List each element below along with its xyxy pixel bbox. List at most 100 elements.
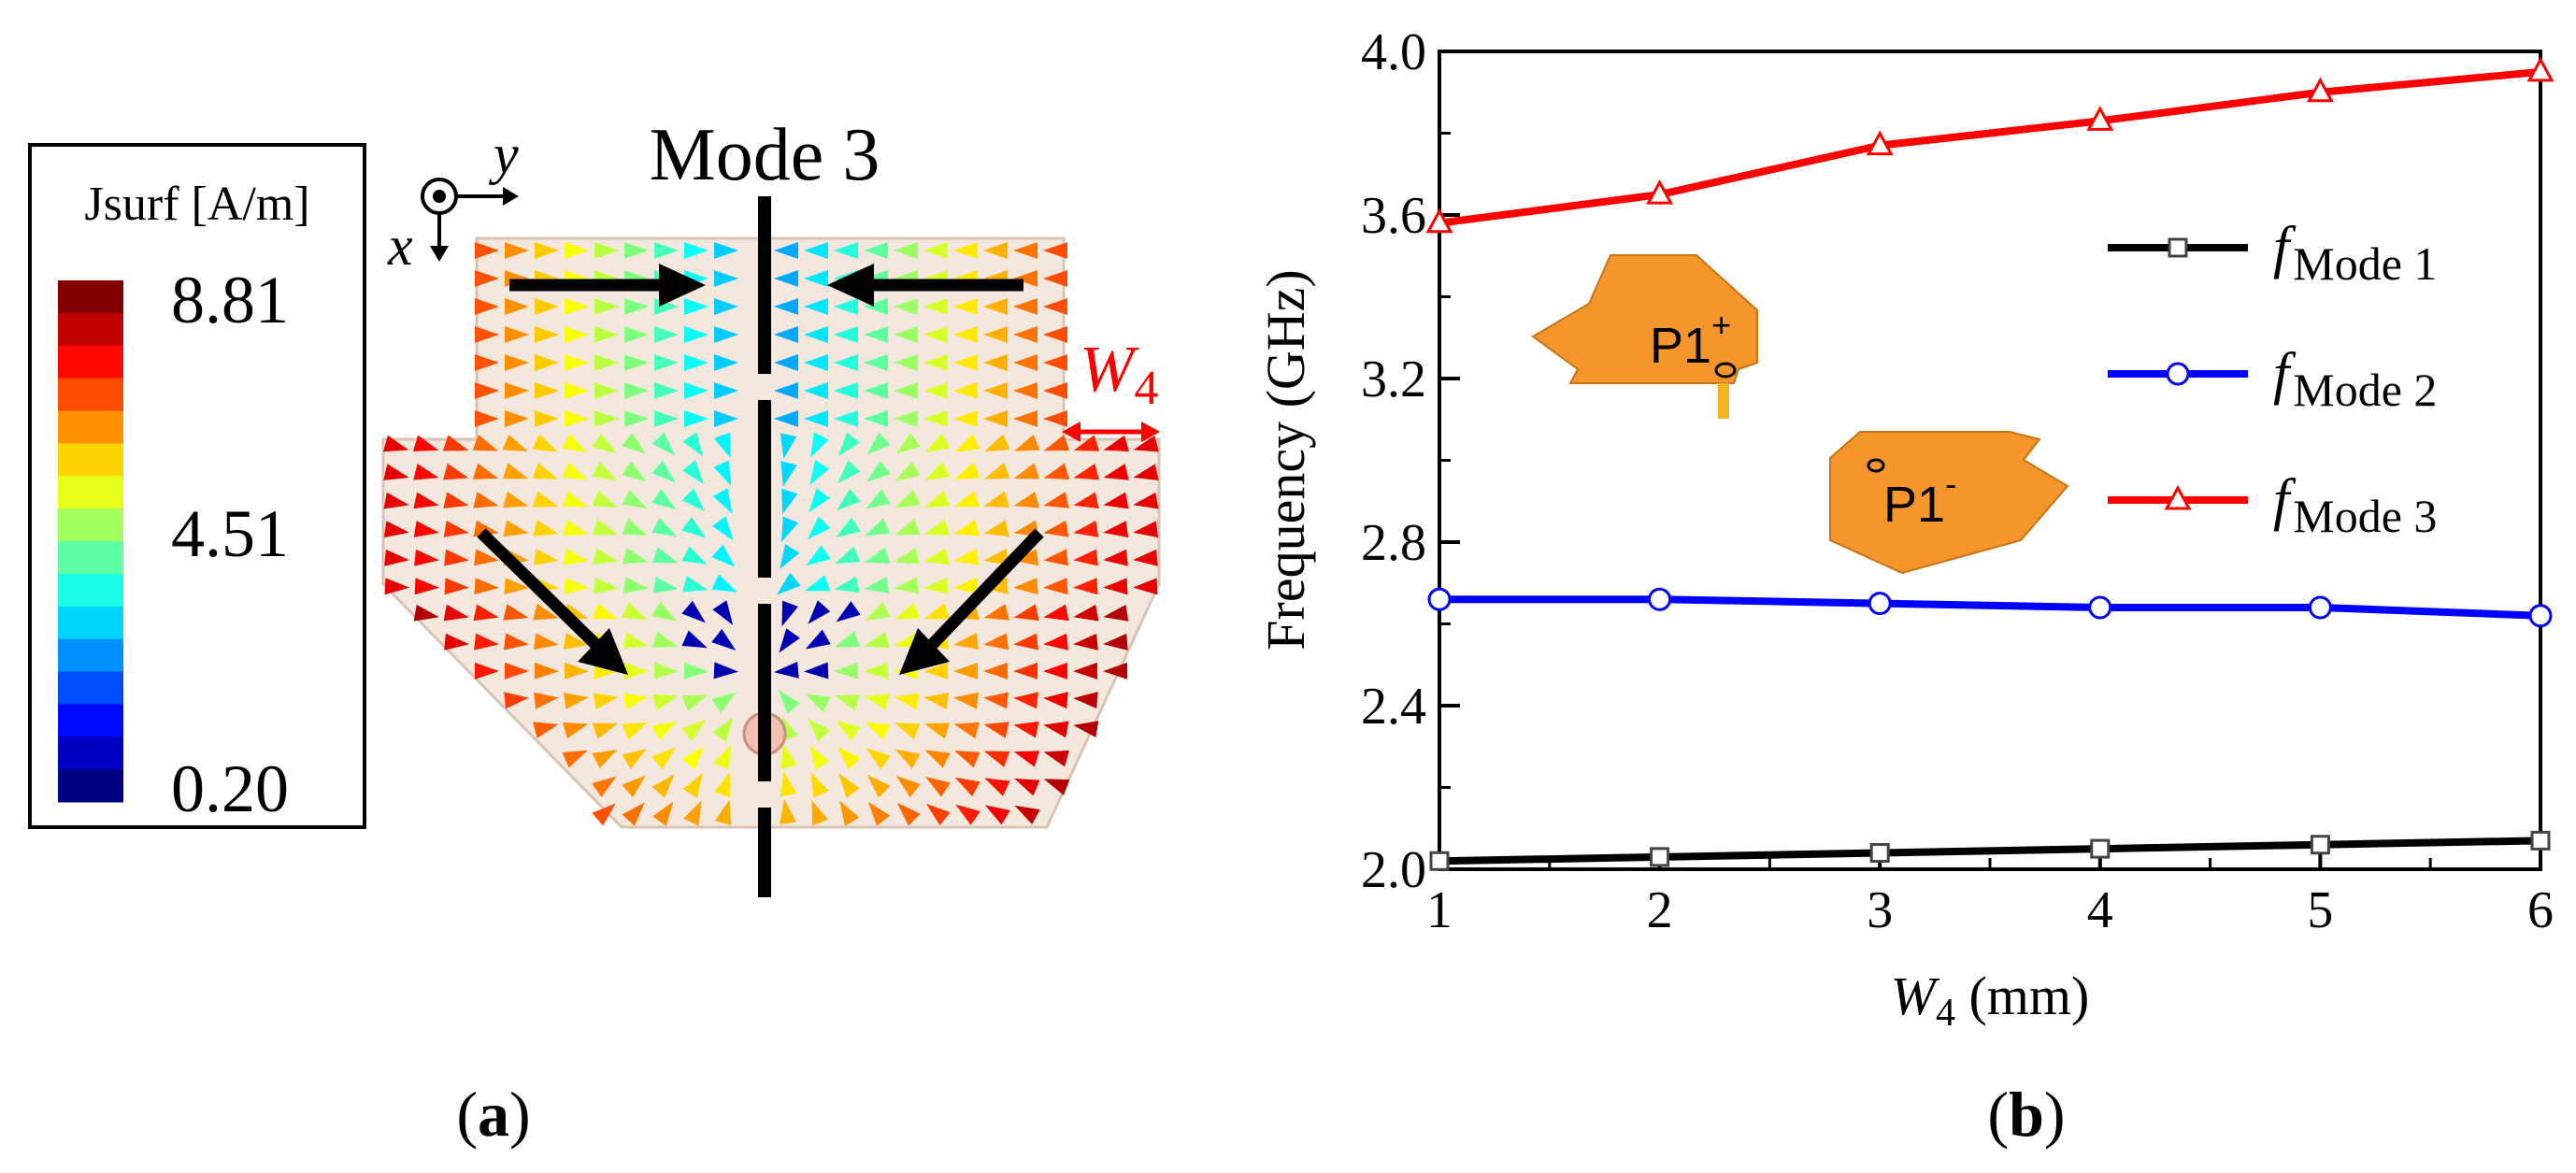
- current-vector: [622, 748, 647, 769]
- current-vector: [894, 326, 918, 343]
- current-vector: [474, 578, 499, 595]
- current-vector: [592, 603, 619, 620]
- current-vector: [836, 517, 861, 537]
- colorbar-swatch: [58, 508, 123, 542]
- colorbar-swatch: [58, 606, 123, 640]
- series-line: [1438, 67, 2541, 227]
- current-flow-arrows: [477, 264, 1044, 675]
- current-vector: [804, 270, 828, 287]
- current-vector: [622, 775, 646, 798]
- data-point-circle: [1427, 587, 1452, 611]
- current-vector: [1013, 633, 1038, 651]
- y-tick-label: 3.2: [1361, 350, 1426, 408]
- colorbar-max-label: 8.81: [171, 263, 289, 337]
- current-vector: [894, 548, 920, 565]
- current-vector: [804, 242, 828, 259]
- x-tick-label: 6: [2527, 881, 2554, 939]
- current-vector: [839, 800, 860, 826]
- current-vector: [983, 662, 1009, 679]
- current-vector: [834, 354, 858, 371]
- current-vector: [651, 721, 678, 741]
- current-vector: [1014, 778, 1040, 796]
- y-tick-label: 2.4: [1361, 678, 1426, 736]
- current-vector: [837, 460, 861, 484]
- current-vector: [714, 326, 738, 343]
- current-vector: [1043, 578, 1068, 595]
- series-line: [1438, 837, 2541, 865]
- panel-a-caption: (a): [456, 1079, 530, 1150]
- current-vector: [475, 270, 499, 287]
- current-vector: [954, 434, 980, 452]
- current-vector: [593, 693, 619, 710]
- inset-port-minus-label: P1-: [1883, 465, 1956, 533]
- current-vector: [953, 722, 980, 739]
- current-vector: [505, 326, 529, 343]
- current-vector: [654, 242, 679, 259]
- current-vector: [1133, 521, 1159, 538]
- current-vector: [804, 575, 831, 592]
- current-vector: [983, 298, 1008, 315]
- chart-series: [1425, 56, 2555, 871]
- current-vector: [535, 326, 559, 343]
- current-vector: [472, 463, 499, 479]
- axis-tick-labels: 1 2 3 4 5 6 2.0 2.4 2.8 3.2 3.6 4.0: [1361, 23, 2554, 939]
- current-vector: [1043, 750, 1069, 767]
- current-vector: [681, 600, 706, 623]
- data-point-triangle: [2306, 77, 2334, 103]
- y-axis-label: y: [488, 123, 519, 185]
- current-vector: [865, 489, 891, 509]
- data-point-square: [2168, 237, 2188, 258]
- current-vector: [1013, 354, 1038, 371]
- current-vector: [592, 749, 618, 768]
- current-vector: [654, 410, 679, 427]
- current-vector: [714, 242, 738, 259]
- current-vector: [681, 630, 708, 649]
- current-vector: [1013, 604, 1039, 621]
- current-vector: [1043, 779, 1070, 796]
- current-vector: [923, 354, 948, 371]
- current-vector: [923, 722, 951, 739]
- current-vector: [475, 410, 499, 427]
- current-vector: [1043, 520, 1069, 537]
- current-vector: [955, 804, 980, 825]
- current-vector: [712, 516, 734, 541]
- current-vector: [1043, 354, 1067, 371]
- current-vector: [684, 242, 708, 259]
- current-vector: [651, 517, 678, 537]
- colorbar-swatch: [58, 573, 123, 608]
- current-vector: [1013, 491, 1039, 508]
- current-vector: [779, 628, 800, 653]
- current-vector: [953, 633, 980, 650]
- current-vector: [1043, 692, 1068, 709]
- colorbar-swatch: [58, 737, 123, 770]
- current-vector: [443, 604, 469, 622]
- current-vector: [443, 520, 469, 537]
- current-vector: [774, 382, 798, 399]
- current-vector: [683, 800, 702, 826]
- current-vector: [503, 604, 529, 621]
- current-vector: [1073, 662, 1098, 679]
- current-vector: [535, 382, 559, 399]
- current-vector: [594, 410, 619, 427]
- current-vector: [864, 354, 888, 371]
- current-vector: [654, 382, 679, 399]
- current-vector: [565, 298, 589, 315]
- current-vector: [651, 747, 676, 770]
- colorbar-swatch: [58, 476, 123, 509]
- data-point-circle: [2308, 595, 2332, 620]
- current-vector: [1103, 578, 1128, 595]
- current-vector: [774, 242, 798, 259]
- current-vector: [834, 576, 860, 593]
- current-vector: [894, 242, 918, 259]
- x-tick-label: 2: [1647, 881, 1673, 939]
- data-point-circle: [1868, 592, 1892, 616]
- current-vector: [684, 326, 708, 343]
- data-point-triangle: [2526, 56, 2555, 82]
- current-vector: [953, 382, 978, 399]
- current-vector: [1013, 463, 1040, 479]
- current-vector: [925, 803, 951, 826]
- current-vector: [594, 354, 619, 371]
- current-vector: [624, 326, 649, 343]
- current-vector: [923, 693, 950, 709]
- current-vector: [808, 718, 831, 742]
